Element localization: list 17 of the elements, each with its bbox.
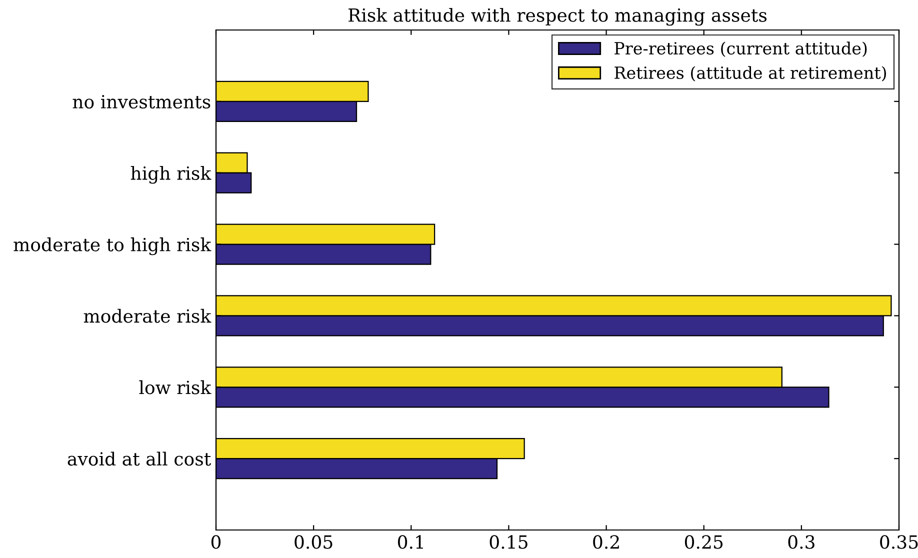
y-tick-label: high risk — [130, 166, 212, 184]
y-tick-label: moderate to high risk — [14, 237, 212, 256]
x-tick-label: 0.05 — [294, 535, 332, 549]
y-tick-label: moderate risk — [84, 308, 212, 323]
legend-label: Pre-retirees (current attitude) — [614, 42, 867, 57]
x-tick-label: 0.3 — [788, 535, 814, 549]
x-tick-label: 0.15 — [490, 535, 528, 549]
x-tick-label: 0.35 — [880, 535, 918, 549]
x-tick-label: 0.1 — [398, 535, 423, 549]
legend-label: Retirees (attitude at retirement) — [614, 66, 886, 82]
y-tick-label: avoid at all cost — [68, 452, 211, 466]
y-tick-label: no investments — [72, 95, 210, 109]
x-tick-label: 0 — [211, 535, 221, 549]
chart-title: Risk attitude with respect to managing assets — [348, 8, 767, 26]
y-tick-label: low risk — [139, 380, 212, 394]
x-tick-label: 0.2 — [593, 535, 619, 549]
x-tick-label: 0.25 — [684, 535, 723, 549]
